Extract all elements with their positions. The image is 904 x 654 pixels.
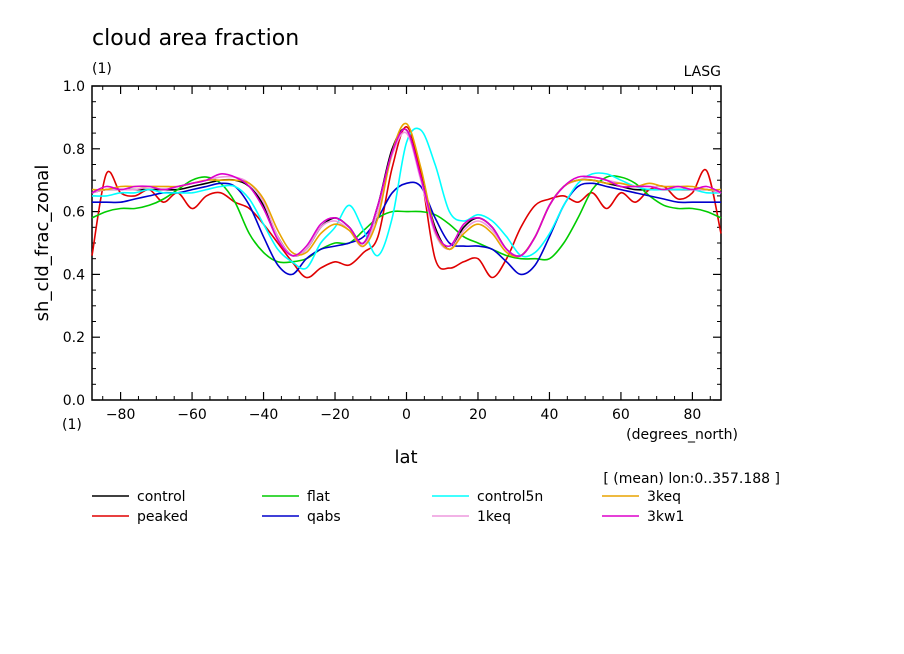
x-tick-label: −60 xyxy=(177,407,207,423)
x-tick-label: −40 xyxy=(249,407,279,423)
legend-label-flat: flat xyxy=(307,489,330,505)
y-axis-ticks: 0.0 0.2 0.4 0.6 0.8 1.0 xyxy=(63,79,721,409)
x-axis-units: (degrees_north) xyxy=(626,427,738,443)
series-lines xyxy=(91,122,722,279)
mean-annotation: [ (mean) lon:0..357.188 ] xyxy=(603,471,780,487)
legend-label-qabs: qabs xyxy=(307,509,341,525)
x-tick-label: 0 xyxy=(402,407,411,423)
series-line-control5n xyxy=(91,127,722,270)
chart-units: (1) xyxy=(92,61,112,77)
x-tick-label: 80 xyxy=(683,407,701,423)
series-line-peaked xyxy=(91,126,722,279)
x-axis-ticks: −80 −60 −40 −20 0 20 40 60 80 xyxy=(106,86,701,423)
x-tick-label: 60 xyxy=(612,407,630,423)
y-tick-label: 0.8 xyxy=(63,142,85,158)
series-line-3kw1 xyxy=(91,128,722,257)
x-tick-label: 40 xyxy=(541,407,559,423)
series-line-flat xyxy=(91,175,722,264)
legend-label-3kw1: 3kw1 xyxy=(647,509,684,525)
x-tick-label: −20 xyxy=(320,407,350,423)
chart-institution: LASG xyxy=(684,64,721,80)
x-tick-label: 20 xyxy=(469,407,487,423)
series-line-qabs xyxy=(92,181,721,276)
plot-area: −80 −60 −40 −20 0 20 40 60 80 0.0 0.2 0.4 0.6 0.8 1.0 xyxy=(63,79,722,423)
y-tick-label: 0.6 xyxy=(63,205,85,221)
legend-label-peaked: peaked xyxy=(137,509,188,525)
y-axis-label: sh_cld_frac_zonal xyxy=(32,165,53,322)
y-tick-label: 0.0 xyxy=(63,393,85,409)
y-tick-label: 0.2 xyxy=(63,330,85,346)
y-tick-label: 0.4 xyxy=(63,267,85,283)
series-line-1keq xyxy=(91,131,722,257)
legend: control peaked flat qabs control5n 1keq 3keq 3k… xyxy=(92,489,684,525)
x-axis-label: lat xyxy=(394,447,417,468)
legend-label-1keq: 1keq xyxy=(477,509,511,525)
legend-label-control5n: control5n xyxy=(477,489,543,505)
legend-label-3keq: 3keq xyxy=(647,489,681,505)
x-tick-label: −80 xyxy=(106,407,136,423)
legend-label-control: control xyxy=(137,489,186,505)
minor-ticks xyxy=(92,86,721,400)
chart-title: cloud area fraction xyxy=(92,26,299,51)
y-units-below: (1) xyxy=(62,417,82,433)
y-tick-label: 1.0 xyxy=(63,79,85,95)
